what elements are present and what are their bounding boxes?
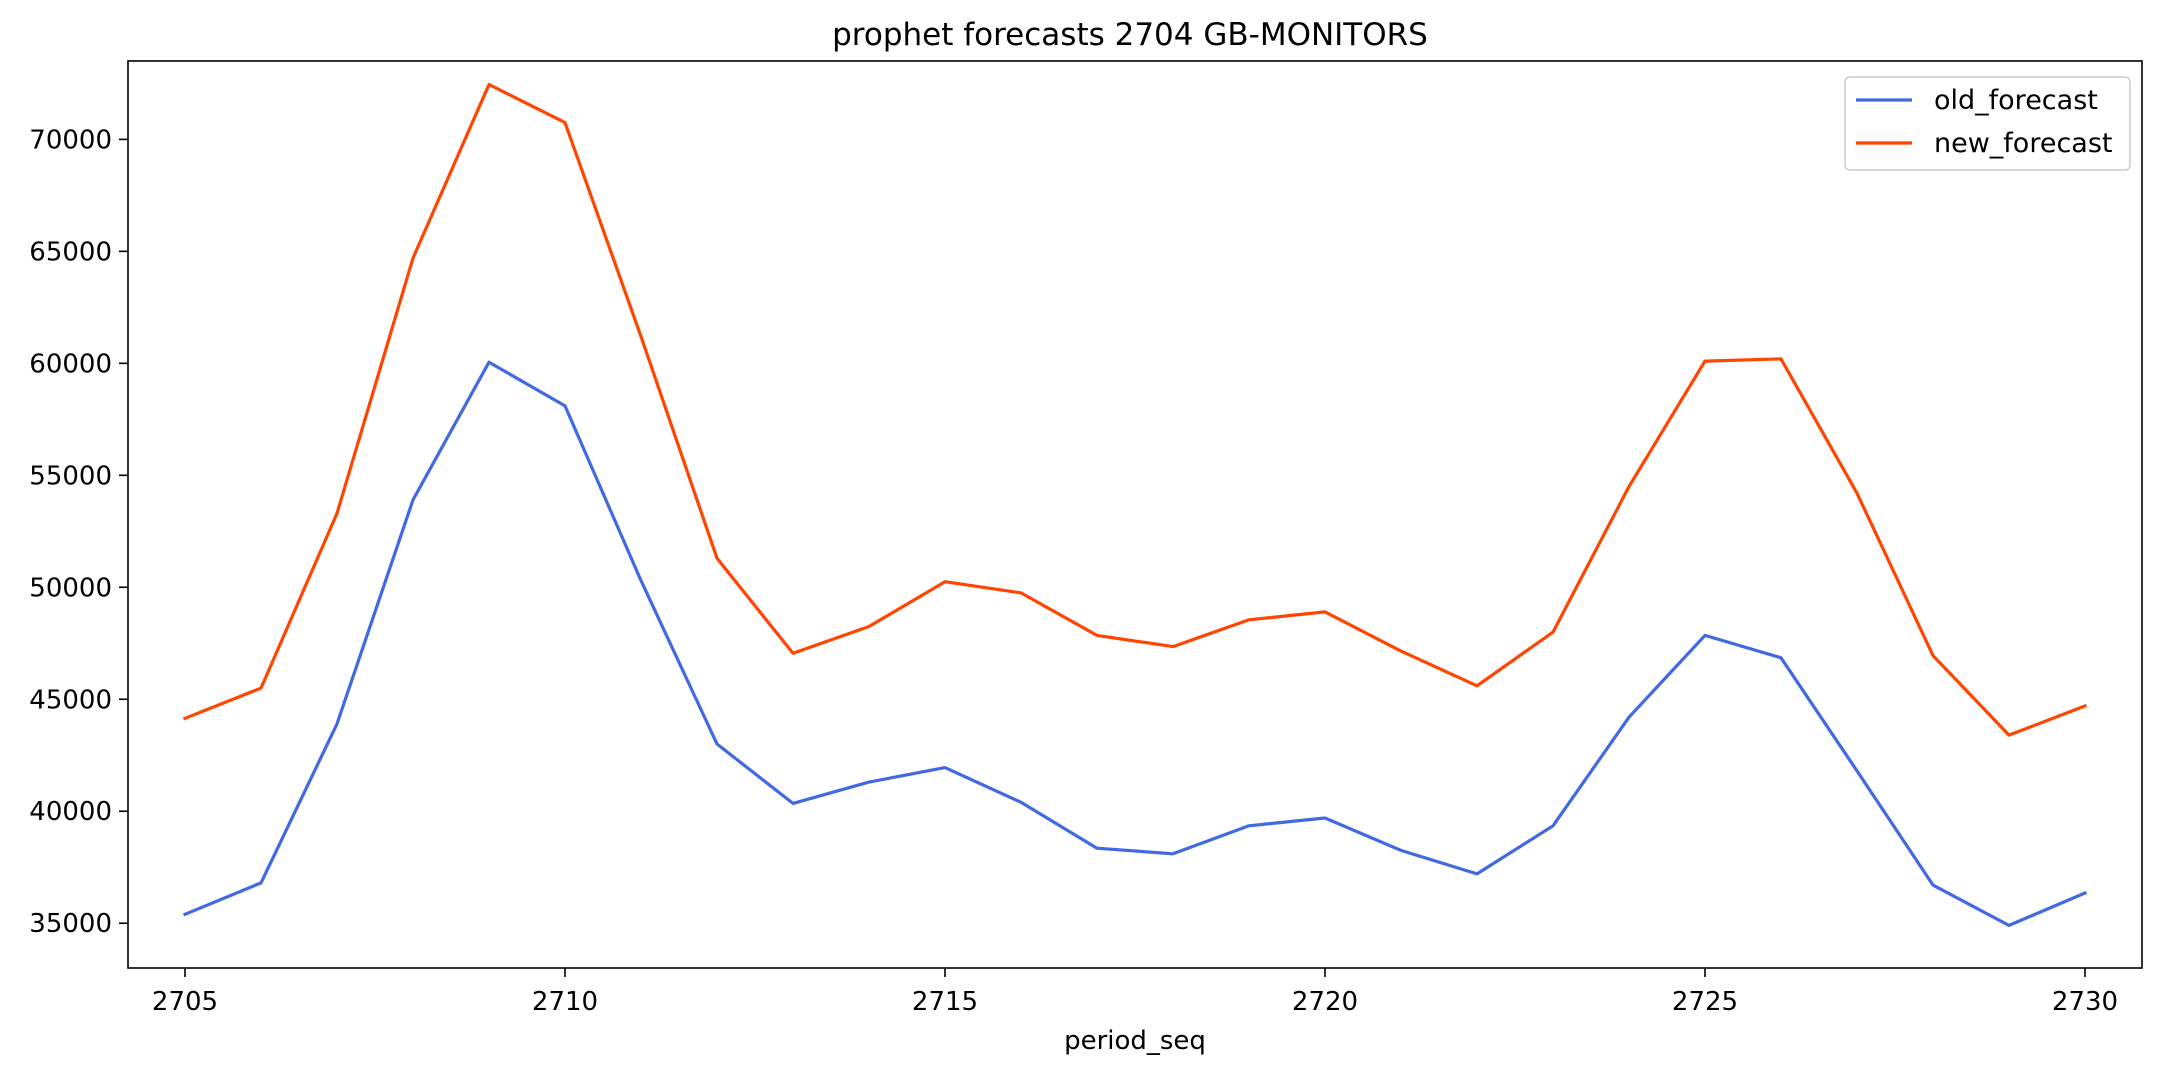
chart-title: prophet forecasts 2704 GB-MONITORS: [832, 17, 1428, 53]
x-tick-label: 2705: [152, 987, 218, 1017]
y-tick-label: 70000: [29, 125, 112, 155]
legend-label: new_forecast: [1934, 128, 2113, 159]
legend-label: old_forecast: [1934, 85, 2098, 116]
series-layer: [182, 82, 2088, 928]
y-tick-label: 50000: [29, 573, 112, 603]
y-tick-label: 55000: [29, 461, 112, 491]
x-axis-label: period_seq: [1064, 1026, 1206, 1056]
x-tick-label: 2710: [532, 987, 598, 1017]
x-tick-label: 2720: [1292, 987, 1358, 1017]
y-tick-label: 60000: [29, 349, 112, 379]
x-tick-label: 2715: [912, 987, 978, 1017]
y-tick-label: 65000: [29, 237, 112, 267]
series-line-old-forecast: [182, 360, 2088, 928]
legend: old_forecast new_forecast: [1844, 76, 2131, 171]
y-tick-label: 45000: [29, 685, 112, 715]
series-line-new-forecast: [182, 82, 2088, 737]
x-axis: 2705 2710 2715 2720 2725 2730: [152, 968, 2118, 1017]
y-tick-label: 35000: [29, 909, 112, 939]
legend-box: [1844, 76, 2131, 171]
y-axis: 35000 40000 45000 50000 55000 60000 65000 70000: [29, 125, 128, 939]
plot-area-frame: [127, 60, 2143, 969]
x-tick-label: 2730: [2052, 987, 2118, 1017]
y-tick-label: 40000: [29, 797, 112, 827]
x-tick-label: 2725: [1672, 987, 1738, 1017]
